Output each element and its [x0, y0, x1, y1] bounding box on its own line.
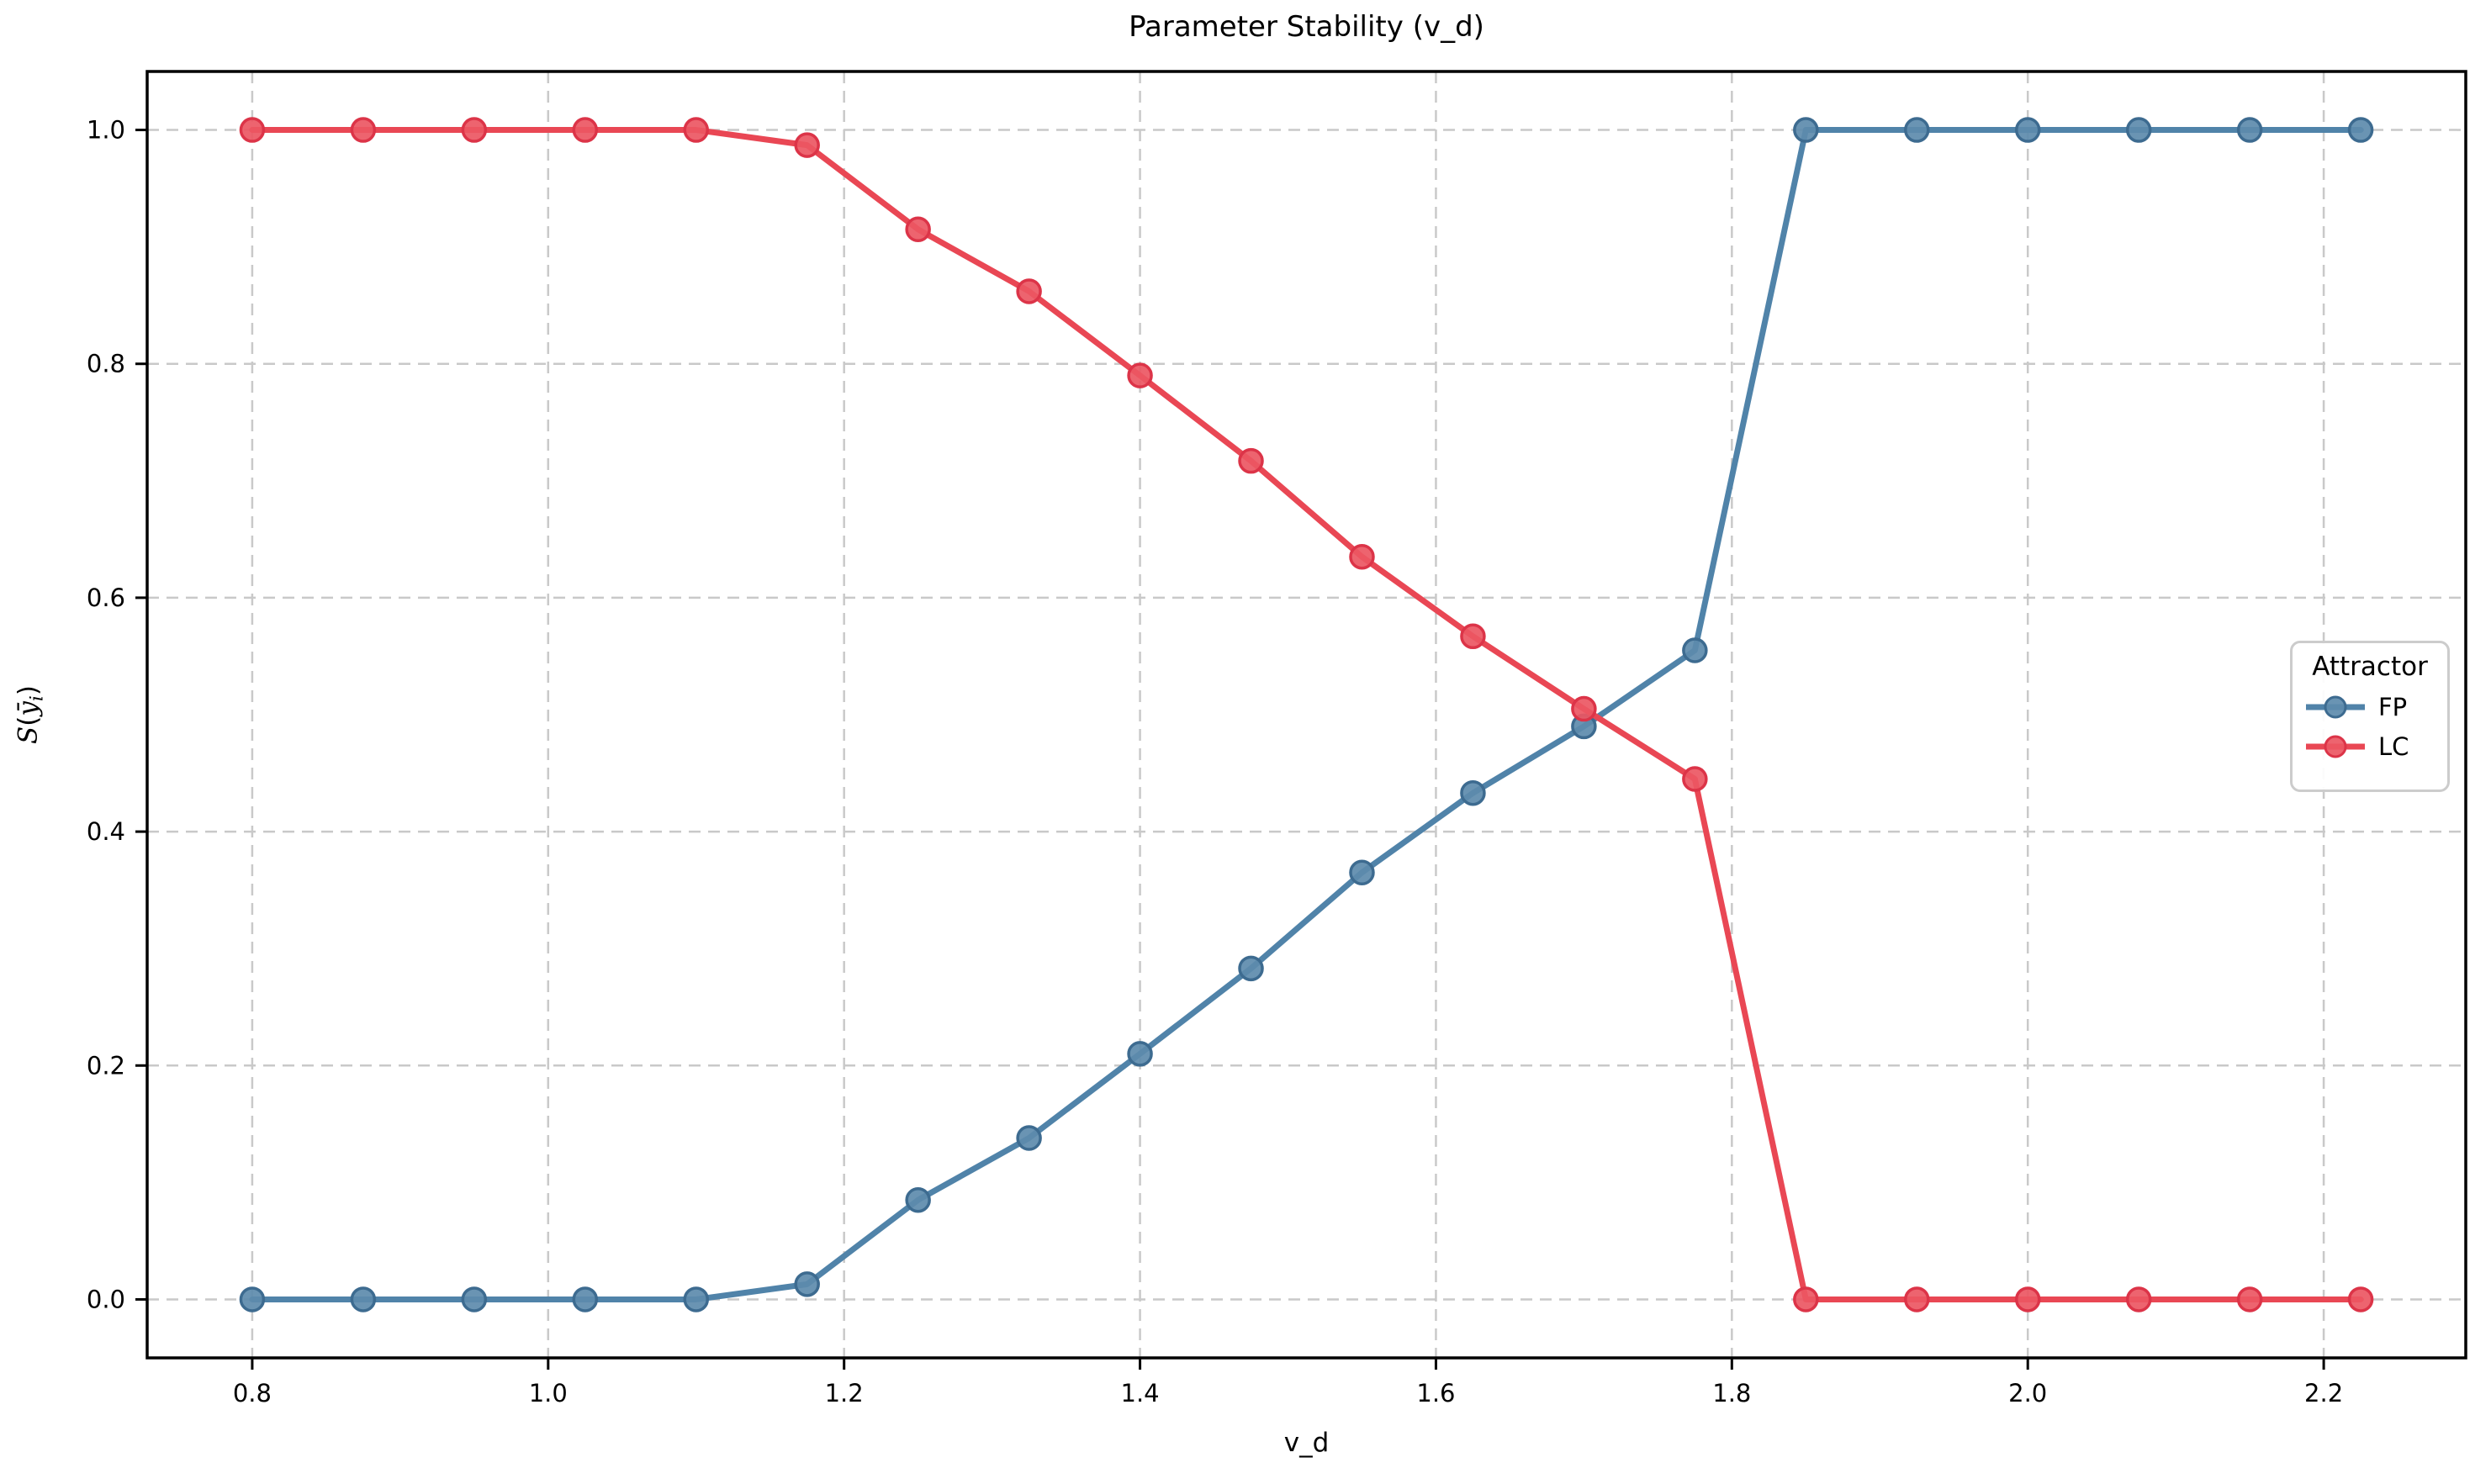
legend-item-lc: LC	[2304, 732, 2435, 761]
axes-spines	[145, 70, 2467, 1360]
legend-swatch-icon	[2306, 735, 2365, 758]
svg-text:1.0: 1.0	[87, 116, 125, 145]
y-ticks	[135, 129, 147, 1301]
y-axis-label-variable: ȳ	[13, 701, 44, 716]
y-axis-label-subscript: i	[26, 695, 48, 702]
series-FP	[239, 117, 2374, 1312]
svg-text:0.2: 0.2	[87, 1051, 125, 1080]
y-axis-label: S(ȳi)	[13, 685, 48, 744]
series-LC	[239, 117, 2374, 1312]
y-axis-label-symbol: S	[13, 726, 44, 744]
legend-title: Attractor	[2312, 652, 2428, 682]
x-tick-labels: 0.8 1.0 1.2 1.4 1.6 1.8 2.0 2.2	[233, 1379, 2343, 1407]
legend: Attractor FP LC	[2290, 641, 2450, 792]
svg-text:0.0: 0.0	[87, 1285, 125, 1313]
legend-swatch-icon	[2306, 695, 2365, 719]
svg-text:1.0: 1.0	[529, 1379, 568, 1407]
legend-item-fp: FP	[2304, 693, 2435, 721]
svg-text:2.0: 2.0	[2008, 1379, 2047, 1407]
y-tick-labels: 0.0 0.2 0.4 0.6 0.8 1.0	[87, 116, 125, 1314]
svg-text:1.4: 1.4	[1121, 1379, 1160, 1407]
gridlines	[147, 71, 2466, 1358]
svg-text:0.8: 0.8	[233, 1379, 272, 1407]
svg-text:2.2: 2.2	[2304, 1379, 2343, 1407]
svg-text:1.8: 1.8	[1712, 1379, 1751, 1407]
svg-text:1.2: 1.2	[825, 1379, 864, 1407]
svg-text:0.4: 0.4	[87, 817, 125, 846]
chart-title: Parameter Stability (v_d)	[1129, 10, 1484, 44]
x-ticks	[251, 1358, 2325, 1370]
svg-text:1.6: 1.6	[1416, 1379, 1455, 1407]
svg-text:0.8: 0.8	[87, 350, 125, 378]
legend-item-label: LC	[2378, 732, 2409, 761]
x-axis-label: v_d	[1283, 1428, 1330, 1458]
legend-item-label: FP	[2378, 693, 2408, 721]
svg-text:0.6: 0.6	[87, 584, 125, 612]
legend-items: FP LC	[2304, 693, 2435, 761]
